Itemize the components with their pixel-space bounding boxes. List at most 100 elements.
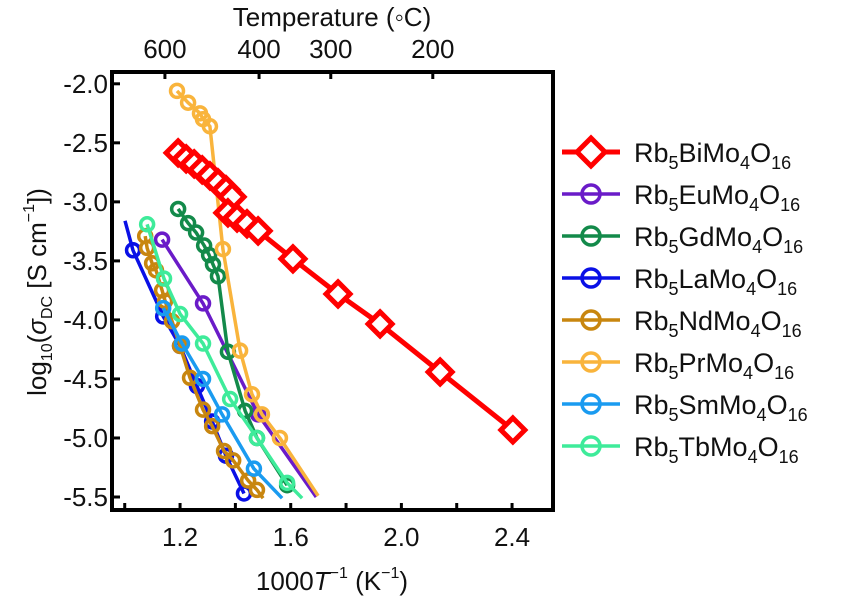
data-point xyxy=(194,295,212,312)
data-point xyxy=(243,386,261,403)
data-point xyxy=(248,481,266,499)
legend-label: Rb5EuMo4O16 xyxy=(634,180,800,215)
legend-item: Rb5LaMo4O16 xyxy=(562,264,797,299)
legend-label: Rb5GdMo4O16 xyxy=(634,222,803,257)
legend-item: Rb5NdMo4O16 xyxy=(562,306,802,341)
data-point xyxy=(497,414,529,446)
data-point xyxy=(179,94,197,111)
x-tick-label: 1.6 xyxy=(273,522,309,552)
legend-marker xyxy=(580,435,602,457)
legend-marker xyxy=(580,183,602,205)
data-point xyxy=(209,267,227,285)
data-point xyxy=(153,231,171,248)
top-tick-label: 300 xyxy=(309,34,352,64)
y-tick-label: -4.0 xyxy=(63,305,108,335)
legend-marker xyxy=(573,134,609,170)
x-axis-title: 1000T−1 (K−1) xyxy=(256,565,408,596)
data-point xyxy=(424,356,456,388)
series-line xyxy=(143,235,265,500)
data-point xyxy=(248,429,266,447)
data-point xyxy=(203,417,221,435)
legend-marker xyxy=(580,267,602,289)
data-point xyxy=(187,224,205,241)
top-tick-label: 200 xyxy=(411,34,454,64)
data-point xyxy=(221,390,239,408)
y-axis-title-open: ( xyxy=(22,334,52,343)
data-point xyxy=(242,215,274,247)
legend-label: Rb5TbMo4O16 xyxy=(634,432,799,467)
data-point xyxy=(179,214,197,232)
legend-label: Rb5LaMo4O16 xyxy=(634,264,797,299)
x-tick-label: 2.4 xyxy=(494,522,530,552)
x-axis-title-unit: (K xyxy=(348,566,382,596)
data-point xyxy=(277,243,309,275)
data-point xyxy=(215,442,233,460)
data-point xyxy=(173,335,191,352)
x-tick-label: 1.2 xyxy=(162,522,198,552)
top-tick-label: 400 xyxy=(237,34,280,64)
data-point xyxy=(201,118,219,135)
y-tick-label: -3.5 xyxy=(63,246,108,276)
y-axis-title-sigma-sub: DC xyxy=(39,296,56,319)
y-tick-label: -5.0 xyxy=(63,423,108,453)
data-point xyxy=(138,216,156,233)
legend-item: Rb5BiMo4O16 xyxy=(562,134,791,173)
legend-item: Rb5TbMo4O16 xyxy=(562,432,799,467)
data-point xyxy=(156,292,174,310)
y-axis-title-log-sub: 10 xyxy=(39,343,56,361)
legend-item: Rb5PrMo4O16 xyxy=(562,348,794,383)
series-Rb5BiMo4O16 xyxy=(162,137,529,446)
data-point xyxy=(154,299,172,317)
data-point xyxy=(168,82,186,100)
series-layer xyxy=(123,82,529,502)
data-point xyxy=(169,200,187,218)
series-Rb5SmMo4O16 xyxy=(154,299,284,500)
y-axis-title-sigma: σ xyxy=(22,318,52,335)
series-Rb5TbMo4O16 xyxy=(138,216,304,500)
y-tick-label: -2.5 xyxy=(63,128,108,158)
legend-label: Rb5NdMo4O16 xyxy=(634,306,802,341)
data-point xyxy=(214,240,232,258)
legend-item: Rb5SmMo4O16 xyxy=(562,390,808,425)
legend-label: Rb5SmMo4O16 xyxy=(634,390,808,425)
data-point xyxy=(194,370,212,388)
data-point xyxy=(271,429,289,447)
series-Rb5PrMo4O16 xyxy=(168,82,320,497)
legend-item: Rb5EuMo4O16 xyxy=(562,180,800,215)
data-point xyxy=(245,460,263,477)
legend: Rb5BiMo4O16 Rb5EuMo4O16 Rb5GdMo4O16 Rb5LaMo… xyxy=(562,134,808,467)
top-axis-title: Temperature (◦C) xyxy=(233,2,432,32)
y-axis-title: log10(σDC [S cm−1]) xyxy=(21,188,56,396)
y-axis-title-log: log xyxy=(22,361,52,396)
data-point xyxy=(231,342,249,359)
legend-marker xyxy=(580,309,602,331)
legend-marker xyxy=(580,393,602,415)
y-axis-title-unit: [S cm xyxy=(22,222,52,296)
y-tick-label: -5.5 xyxy=(63,482,108,512)
x-axis-title-sup: −1 xyxy=(330,565,348,582)
y-axis-title-close: ]) xyxy=(22,188,52,204)
legend-marker xyxy=(580,351,602,373)
series-Rb5GdMo4O16 xyxy=(169,200,296,494)
x-axis-title-var: T xyxy=(314,566,332,596)
data-point xyxy=(155,270,173,287)
x-axis-title-prefix: 1000 xyxy=(256,566,314,596)
y-axis-title-unit-sup: −1 xyxy=(21,204,38,222)
data-point xyxy=(278,474,296,492)
data-point xyxy=(224,452,242,469)
data-point xyxy=(194,401,212,418)
data-point xyxy=(213,406,231,423)
x-axis-title-close: ) xyxy=(399,566,408,596)
series-line xyxy=(176,207,289,487)
legend-label: Rb5BiMo4O16 xyxy=(634,138,791,173)
x-axis-title-unit-sup: −1 xyxy=(381,565,399,582)
top-tick-label: 600 xyxy=(143,34,186,64)
axis-layer: 1.2 1.6 2.0 2.4 -2.0 -2.5 -3.0 -3.5 -4.0 -4.5 -5.0… xyxy=(63,34,530,552)
y-tick-label: -3.0 xyxy=(63,187,108,217)
y-tick-label: -2.0 xyxy=(63,69,108,99)
data-point xyxy=(171,305,189,323)
data-point xyxy=(364,308,396,340)
data-point xyxy=(253,406,271,423)
legend-label: Rb5PrMo4O16 xyxy=(634,348,794,383)
